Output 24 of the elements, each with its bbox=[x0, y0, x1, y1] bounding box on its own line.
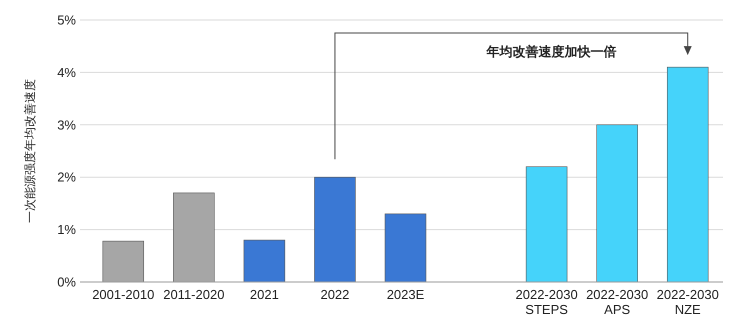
x-tick-label: 2023E bbox=[386, 287, 425, 302]
x-tick-label: 2001-2010 bbox=[92, 287, 154, 302]
y-tick-label: 0% bbox=[57, 274, 76, 290]
bar bbox=[666, 66, 708, 282]
annotation: 年均改善速度加快一倍 bbox=[485, 44, 616, 59]
y-tick-label: 3% bbox=[57, 117, 76, 132]
bar bbox=[596, 124, 638, 282]
bar bbox=[244, 240, 286, 282]
y-tick-label: 4% bbox=[57, 64, 76, 80]
x-tick-label: 2022-2030 STEPS bbox=[516, 287, 578, 317]
bar bbox=[314, 176, 356, 282]
x-tick-label: 2011-2020 bbox=[163, 287, 224, 302]
bar bbox=[526, 166, 568, 282]
bar bbox=[102, 240, 144, 282]
y-axis-title: 一次能源强度年均改善速度 bbox=[23, 79, 37, 223]
y-tick-label: 2% bbox=[57, 170, 76, 185]
x-tick-label: 2022-2030 NZE bbox=[656, 287, 719, 317]
bar bbox=[173, 192, 215, 282]
y-tick-label: 5% bbox=[57, 12, 76, 28]
y-tick-label: 1% bbox=[57, 222, 76, 238]
x-tick-label: 2022 bbox=[320, 287, 350, 302]
bar bbox=[384, 214, 426, 282]
x-tick-label: 2022-2030 APS bbox=[586, 287, 648, 317]
x-tick-label: 2021 bbox=[250, 287, 279, 302]
